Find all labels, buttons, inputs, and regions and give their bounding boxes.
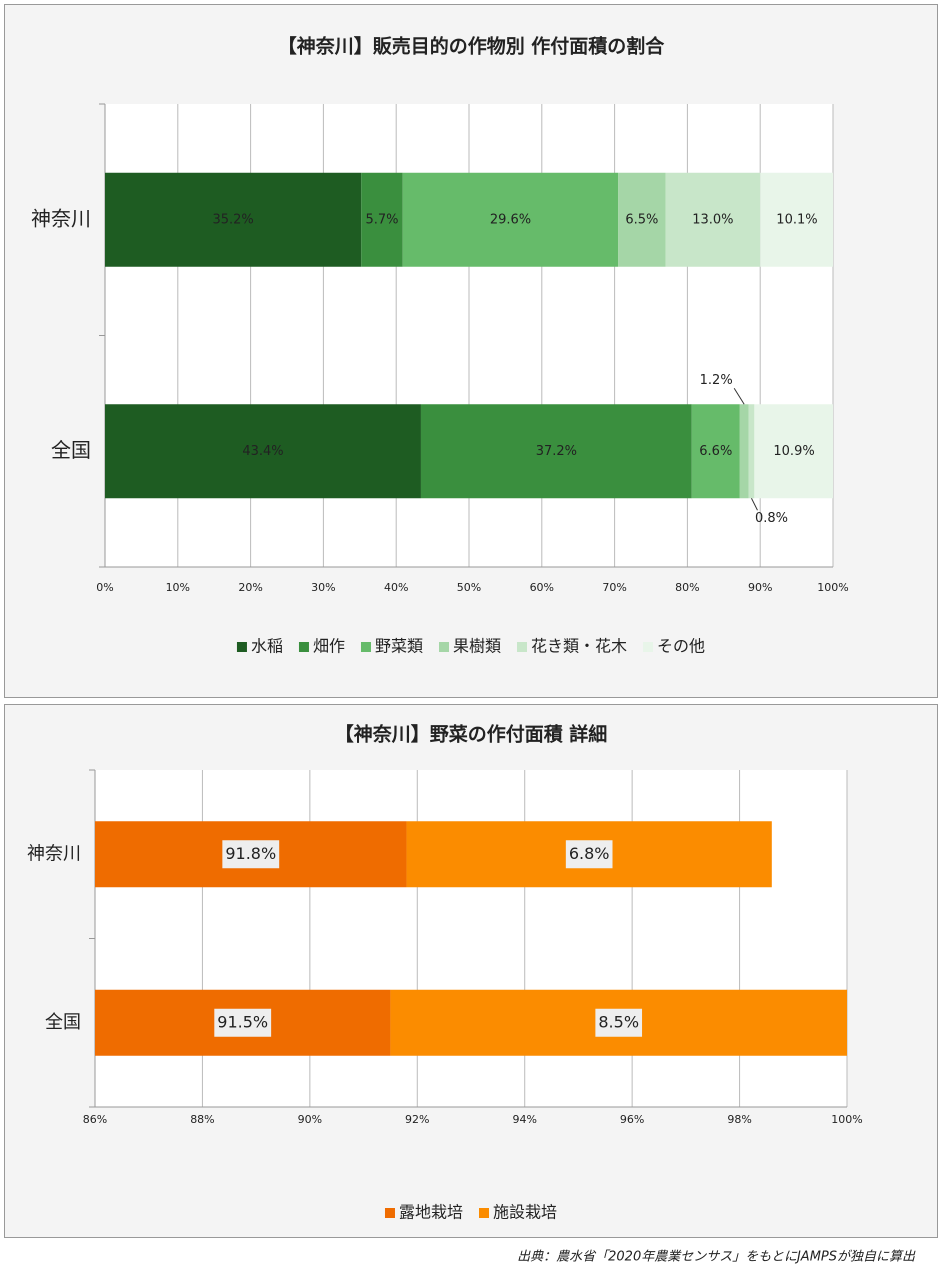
bar-segment [754, 404, 833, 499]
legend-label: その他 [657, 637, 705, 656]
bar-segment [665, 172, 761, 267]
legend-swatch [236, 642, 247, 652]
data-labels: 35.2% 5.7% 29.6% 6.5% 13.0% 10.1% 43.4% 37.2% 6.… [212, 212, 817, 526]
category-label: 全国 [45, 1012, 81, 1033]
bar-segment [760, 172, 833, 267]
legend-label: 施設栽培 [493, 1203, 557, 1222]
chart-title: 【神奈川】野菜の作付面積 詳細 [335, 723, 608, 746]
x-tick-label: 100% [831, 1113, 862, 1126]
data-label: 91.8% [225, 844, 276, 863]
x-tick-label: 90% [298, 1113, 322, 1126]
x-tick-label: 70% [602, 581, 626, 594]
bar-segment [105, 172, 362, 267]
legend-swatch [439, 642, 449, 652]
source-note: 出典：農水省「2020年農業センサス」をもとにJAMPSが独自に算出 [517, 1250, 916, 1265]
legend-label: 水稲 [251, 637, 283, 656]
legend-label: 花き類・花木 [531, 637, 627, 656]
plot-area [95, 770, 847, 1107]
data-label: 5.7% [365, 212, 398, 227]
data-label: 10.1% [776, 212, 817, 227]
legend-label: 畑作 [313, 637, 345, 656]
leader-line [733, 387, 745, 405]
x-tick-label: 92% [405, 1113, 429, 1126]
bar-segment [748, 404, 755, 499]
legend-swatch [517, 642, 528, 652]
x-tick-label: 60% [530, 581, 554, 594]
legend-swatch [360, 642, 371, 652]
x-tick-label: 80% [675, 581, 699, 594]
data-label-box [214, 1008, 272, 1037]
data-label: 91.5% [217, 1012, 268, 1031]
x-tick-label: 98% [727, 1113, 751, 1126]
x-tick-label: 50% [457, 581, 481, 594]
data-label: 6.5% [625, 212, 658, 227]
x-tick-label: 30% [311, 581, 335, 594]
data-labels: 91.8% 6.8% 91.5% 8.5% [214, 840, 643, 1037]
data-label: 6.8% [569, 844, 610, 863]
x-tick-label: 96% [620, 1113, 644, 1126]
legend-label: 果樹類 [453, 637, 501, 656]
data-label: 0.8% [755, 511, 788, 526]
legend-swatch [479, 1208, 489, 1218]
data-label: 10.9% [773, 444, 814, 459]
bar-segment [691, 404, 740, 499]
x-tick-label: 0% [96, 581, 113, 594]
x-tick-label: 86% [83, 1113, 107, 1126]
x-tick-label: 10% [166, 581, 190, 594]
legend-swatch [643, 642, 654, 652]
x-tick-label: 94% [512, 1113, 536, 1126]
data-label: 43.4% [242, 444, 283, 459]
category-label: 全国 [51, 438, 91, 462]
bar-segment [739, 404, 749, 499]
data-label: 6.6% [699, 444, 732, 459]
x-tick-label: 100% [817, 581, 848, 594]
legend-label: 露地栽培 [399, 1203, 463, 1222]
category-label: 神奈川 [31, 206, 91, 230]
data-label: 35.2% [212, 212, 253, 227]
bar-segment [420, 404, 692, 499]
x-tick-label: 40% [384, 581, 408, 594]
data-label: 37.2% [536, 444, 577, 459]
x-tick-label: 90% [748, 581, 772, 594]
data-label-box [595, 1008, 643, 1037]
bar-segment [402, 172, 619, 267]
bar-segment [105, 404, 421, 499]
data-label: 8.5% [598, 1012, 639, 1031]
bars [105, 172, 833, 499]
bar-segment [618, 172, 666, 267]
data-label: 13.0% [692, 212, 733, 227]
legend-swatch [298, 642, 309, 652]
data-label-box [222, 840, 280, 869]
leader-line [751, 498, 758, 511]
data-label-box [565, 840, 613, 869]
bar-segment [361, 172, 403, 267]
data-label: 29.6% [490, 212, 531, 227]
chart-title: 【神奈川】販売目的の作物別 作付面積の割合 [278, 35, 666, 58]
category-label: 神奈川 [27, 843, 81, 864]
legend-label: 野菜類 [375, 637, 423, 656]
x-tick-label: 20% [238, 581, 262, 594]
data-label: 1.2% [700, 373, 733, 388]
x-tick-label: 88% [190, 1113, 214, 1126]
legend-swatch [384, 1208, 395, 1218]
